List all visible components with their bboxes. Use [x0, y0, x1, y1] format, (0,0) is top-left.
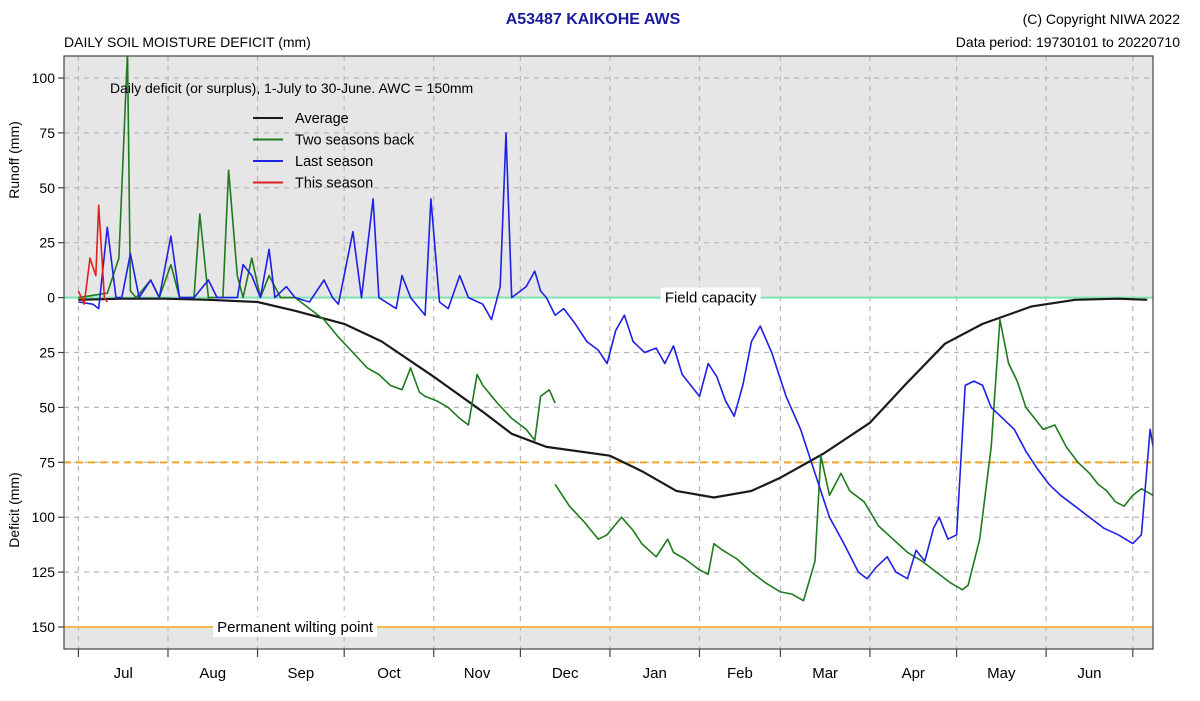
y-tick-label: 150 [32, 619, 56, 635]
plot-area: Field capacity Permanent wilting point 100… [32, 55, 1154, 682]
x-month-label: Apr [902, 665, 925, 682]
y-tick-label: 25 [39, 345, 55, 361]
x-month-label: Oct [377, 665, 401, 682]
field-capacity-label: Field capacity [665, 290, 757, 307]
y-label-runoff: Runoff (mm) [6, 121, 22, 199]
y-label-deficit: Deficit (mm) [6, 472, 22, 547]
x-month-label: Feb [727, 665, 753, 682]
y-tick-label: 125 [32, 564, 56, 580]
x-month-label: Sep [288, 665, 315, 682]
field-capacity-label-bg [660, 287, 761, 308]
x-month-label: Dec [552, 665, 579, 682]
permanent-wilting-point-label: Permanent wilting point [217, 619, 374, 636]
series-line-two-seasons-back [78, 56, 556, 442]
legend: Average Two seasons back Last season This s… [253, 111, 415, 192]
legend-label: Two seasons back [295, 133, 415, 149]
legend-label: This season [295, 176, 373, 192]
series-group [77, 56, 1153, 602]
y-tick-label: 50 [39, 399, 55, 415]
chart-subtitle: DAILY SOIL MOISTURE DEFICIT (mm) [64, 34, 311, 50]
copyright-text: (C) Copyright NIWA 2022 [1023, 11, 1181, 27]
y-tick-label: 75 [39, 454, 55, 470]
x-month-label: May [987, 665, 1016, 682]
legend-label: Average [295, 111, 349, 127]
series-line-average [78, 297, 1148, 499]
y-tick-label: 25 [39, 235, 55, 251]
x-month-label: Jul [114, 665, 133, 682]
y-tick-label: 75 [39, 125, 55, 141]
x-month-label: Mar [812, 665, 838, 682]
annotation-text: Daily deficit (or surplus), 1-July to 30… [110, 80, 473, 96]
permanent-wilting-point-label-bg [213, 617, 378, 638]
y-tick-label: 50 [39, 180, 55, 196]
x-month-label: Aug [199, 665, 226, 682]
chart-title: A53487 KAIKOHE AWS [506, 11, 681, 28]
y-tick-label: 100 [32, 70, 56, 86]
series-line-two-seasons-back [554, 318, 1153, 602]
series-line-last-season [78, 132, 1153, 580]
x-month-label: Jan [643, 665, 667, 682]
y-tick-label: 0 [47, 290, 55, 306]
legend-label: Last season [295, 154, 373, 170]
data-period-text: Data period: 19730101 to 20220710 [956, 34, 1180, 50]
x-month-label: Jun [1077, 665, 1101, 682]
y-tick-label: 100 [32, 509, 56, 525]
runoff-region [64, 56, 1153, 298]
x-month-label: Nov [464, 665, 491, 682]
series-line-this-season [77, 204, 108, 306]
